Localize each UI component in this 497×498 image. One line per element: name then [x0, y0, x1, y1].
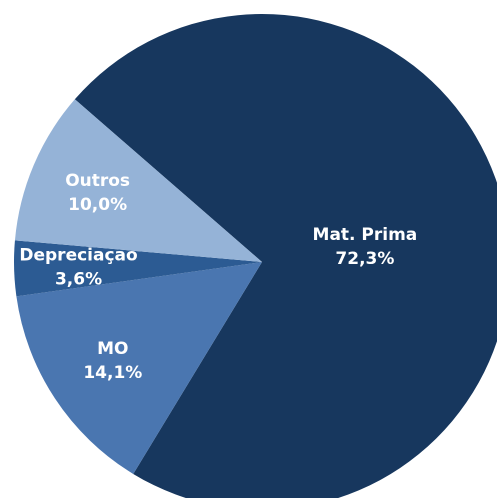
pie-slice: [74, 14, 497, 498]
slice-label: Mat. Prima: [313, 225, 418, 245]
slice-value-label: 72,3%: [335, 249, 394, 269]
pie-slice: [16, 262, 263, 474]
pie-slice: [14, 99, 263, 262]
slice-value-label: 14,1%: [83, 363, 142, 383]
slice-label: Depreciação: [19, 246, 137, 266]
slice-label: Outros: [65, 171, 130, 191]
slice-value-label: 3,6%: [55, 270, 102, 290]
slice-value-label: 10,0%: [68, 195, 127, 215]
pie-slice: [14, 240, 263, 297]
slice-label: MO: [97, 339, 128, 359]
